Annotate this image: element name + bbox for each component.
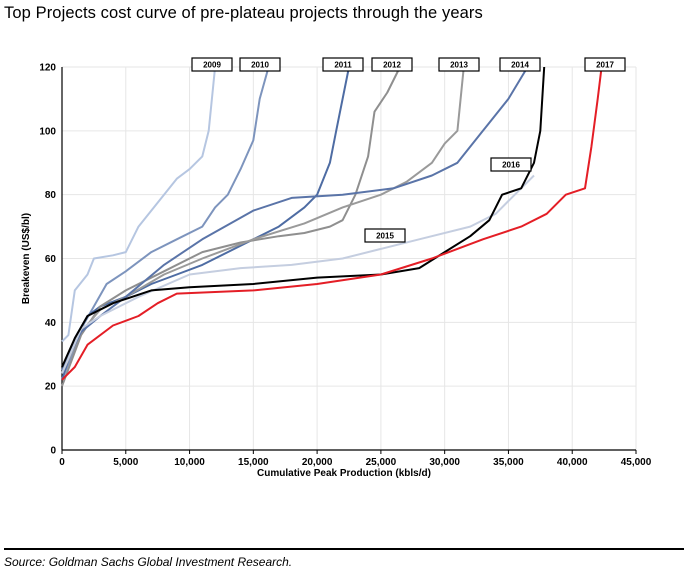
series-line-2013	[61, 66, 465, 374]
series-line-2010	[61, 66, 270, 381]
x-tick-label: 35,000	[493, 457, 524, 468]
series-line-2011	[61, 66, 350, 381]
y-tick-label: 100	[39, 126, 56, 137]
series-line-2012	[61, 66, 401, 387]
x-tick-label: 5,000	[113, 457, 138, 468]
year-tag-2014: 2014	[499, 57, 541, 72]
year-tag-label: 2013	[450, 61, 468, 70]
year-tag-label: 2014	[511, 61, 529, 70]
year-tag-2015: 2015	[364, 228, 406, 243]
year-tag-2013: 2013	[438, 57, 480, 72]
y-tick-label: 60	[45, 254, 57, 265]
x-tick-label: 20,000	[302, 457, 333, 468]
year-tag-label: 2016	[502, 161, 520, 170]
x-tick-label: 10,000	[174, 457, 205, 468]
chart-title: Top Projects cost curve of pre-plateau p…	[4, 4, 483, 22]
y-axis-title: Breakeven (US$/bl)	[21, 213, 32, 304]
source-note: Source: Goldman Sachs Global Investment …	[4, 555, 293, 569]
x-tick-label: 25,000	[366, 457, 397, 468]
x-axis-title: Cumulative Peak Production (kbls/d)	[257, 468, 431, 479]
y-tick-label: 120	[39, 63, 56, 74]
footer-rule	[4, 548, 684, 550]
x-tick-label: 40,000	[557, 457, 588, 468]
year-tag-2016: 2016	[490, 157, 532, 172]
series-line-2015	[61, 174, 535, 374]
year-tag-label: 2010	[251, 61, 269, 70]
year-tag-2011: 2011	[322, 57, 364, 72]
x-tick-label: 0	[59, 457, 65, 468]
series-line-2014	[61, 66, 529, 371]
x-tick-label: 45,000	[621, 457, 652, 468]
year-tag-2009: 2009	[191, 57, 233, 72]
y-tick-label: 0	[50, 446, 56, 457]
year-tag-label: 2012	[383, 61, 401, 70]
chart-svg: 2009 2010 2011 2012 2013 2014 2015 2016 2017 0 20…	[21, 57, 652, 479]
year-tag-2010: 2010	[239, 57, 281, 72]
year-tag-2012: 2012	[371, 57, 413, 72]
y-tick-label: 40	[45, 318, 57, 329]
series-line-2009	[61, 66, 217, 343]
year-tag-label: 2015	[376, 232, 394, 241]
y-tick-label: 80	[45, 190, 57, 201]
x-tick-label: 30,000	[429, 457, 460, 468]
year-tag-label: 2017	[596, 61, 614, 70]
series-line-2017	[61, 66, 603, 381]
y-tick-label: 20	[45, 382, 57, 393]
series-line-2016	[61, 66, 546, 368]
year-tag-label: 2009	[203, 61, 221, 70]
year-tag-2017: 2017	[584, 57, 626, 72]
x-tick-label: 15,000	[238, 457, 269, 468]
year-tag-label: 2011	[334, 61, 352, 70]
